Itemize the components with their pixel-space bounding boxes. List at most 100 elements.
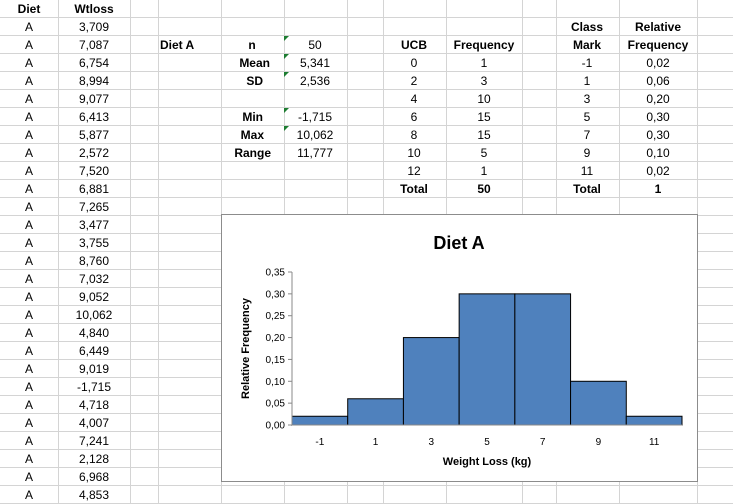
diet-cell[interactable]: A <box>24 200 33 214</box>
wtloss-cell[interactable]: 7,032 <box>78 272 110 286</box>
total-label[interactable]: Total <box>400 182 428 196</box>
sd-label[interactable]: SD <box>246 74 263 88</box>
diet-cell[interactable]: A <box>24 380 33 394</box>
relative-frequency-cell[interactable]: 0,10 <box>646 146 670 160</box>
diet-cell[interactable]: A <box>24 92 33 106</box>
relative-frequency-header-line1[interactable]: Relative <box>634 20 682 34</box>
relative-frequency-cell[interactable]: 0,30 <box>646 110 670 124</box>
class-mark-cell[interactable]: 3 <box>583 92 591 106</box>
error-indicator-icon[interactable] <box>284 36 289 41</box>
diet-cell[interactable]: A <box>24 236 33 250</box>
class-mark-cell[interactable]: -1 <box>581 56 593 70</box>
ucb-cell[interactable]: 8 <box>410 128 418 142</box>
frequency-header[interactable]: Frequency <box>453 38 515 52</box>
wtloss-cell[interactable]: -1,715 <box>76 380 112 394</box>
relative-frequency-cell[interactable]: 0,30 <box>646 128 670 142</box>
wtloss-cell[interactable]: 6,881 <box>78 182 110 196</box>
error-indicator-icon[interactable] <box>284 108 289 113</box>
wtloss-cell[interactable]: 6,754 <box>78 56 110 70</box>
wtloss-cell[interactable]: 6,413 <box>78 110 110 124</box>
class-mark-cell[interactable]: 1 <box>583 74 591 88</box>
class-mark-header-line2[interactable]: Mark <box>572 38 601 52</box>
wtloss-cell[interactable]: 9,077 <box>78 92 110 106</box>
diet-cell[interactable]: A <box>24 146 33 160</box>
wtloss-cell[interactable]: 2,572 <box>78 146 110 160</box>
relative-frequency-cell[interactable]: 0,06 <box>646 74 670 88</box>
class-mark-cell[interactable]: 5 <box>583 110 591 124</box>
ucb-cell[interactable]: 2 <box>410 74 418 88</box>
total-label-relative[interactable]: Total <box>573 182 601 196</box>
diet-cell[interactable]: A <box>24 254 33 268</box>
error-indicator-icon[interactable] <box>284 72 289 77</box>
n-label[interactable]: n <box>248 38 256 52</box>
diet-cell[interactable]: A <box>24 452 33 466</box>
wtloss-cell[interactable]: 2,128 <box>78 452 110 466</box>
wtloss-cell[interactable]: 6,968 <box>78 470 110 484</box>
frequency-cell[interactable]: 1 <box>480 56 488 70</box>
sd-value[interactable]: 2,536 <box>299 74 331 88</box>
class-mark-cell[interactable]: 11 <box>580 164 594 178</box>
error-indicator-icon[interactable] <box>284 126 289 131</box>
diet-cell[interactable]: A <box>24 110 33 124</box>
diet-cell[interactable]: A <box>24 164 33 178</box>
min-value[interactable]: -1,715 <box>297 110 333 124</box>
ucb-cell[interactable]: 0 <box>410 56 418 70</box>
diet-cell[interactable]: A <box>24 344 33 358</box>
frequency-cell[interactable]: 1 <box>480 164 488 178</box>
mean-value[interactable]: 5,341 <box>299 56 331 70</box>
wtloss-cell[interactable]: 10,062 <box>75 308 113 322</box>
column-header-wtloss[interactable]: Wtloss <box>74 2 114 16</box>
diet-cell[interactable]: A <box>24 128 33 142</box>
wtloss-cell[interactable]: 9,019 <box>78 362 110 376</box>
frequency-cell[interactable]: 10 <box>477 92 491 106</box>
range-value[interactable]: 11,777 <box>297 146 333 160</box>
ucb-cell[interactable]: 4 <box>410 92 418 106</box>
wtloss-cell[interactable]: 3,477 <box>78 218 110 232</box>
diet-cell[interactable]: A <box>24 308 33 322</box>
histogram-chart[interactable]: Diet A 0,00 0,05 0,10 0,15 0,20 0,25 0,30 0,35 -1… <box>221 214 698 482</box>
diet-cell[interactable]: A <box>24 38 33 52</box>
diet-cell[interactable]: A <box>24 272 33 286</box>
wtloss-cell[interactable]: 4,853 <box>78 488 110 502</box>
mean-label[interactable]: Mean <box>239 56 270 70</box>
wtloss-cell[interactable]: 8,994 <box>78 74 110 88</box>
wtloss-cell[interactable]: 3,755 <box>78 236 110 250</box>
frequency-cell[interactable]: 5 <box>480 146 488 160</box>
frequency-cell[interactable]: 15 <box>477 110 491 124</box>
diet-cell[interactable]: A <box>24 488 33 502</box>
class-mark-cell[interactable]: 9 <box>583 146 591 160</box>
wtloss-cell[interactable]: 5,877 <box>78 128 110 142</box>
ucb-header[interactable]: UCB <box>401 38 427 52</box>
diet-cell[interactable]: A <box>24 362 33 376</box>
diet-cell[interactable]: A <box>24 398 33 412</box>
range-label[interactable]: Range <box>234 146 271 160</box>
wtloss-cell[interactable]: 7,265 <box>78 200 110 214</box>
wtloss-cell[interactable]: 4,718 <box>78 398 110 412</box>
frequency-cell[interactable]: 15 <box>477 128 491 142</box>
frequency-cell[interactable]: 3 <box>480 74 488 88</box>
diet-cell[interactable]: A <box>24 434 33 448</box>
wtloss-cell[interactable]: 7,241 <box>78 434 110 448</box>
diet-cell[interactable]: A <box>24 74 33 88</box>
diet-cell[interactable]: A <box>24 470 33 484</box>
wtloss-cell[interactable]: 6,449 <box>78 344 110 358</box>
diet-cell[interactable]: A <box>24 290 33 304</box>
error-indicator-icon[interactable] <box>284 54 289 59</box>
class-mark-header-line1[interactable]: Class <box>570 20 604 34</box>
diet-cell[interactable]: A <box>24 416 33 430</box>
relative-frequency-header-line2[interactable]: Frequency <box>627 38 689 52</box>
diet-cell[interactable]: A <box>24 182 33 196</box>
relative-frequency-cell[interactable]: 0,02 <box>646 56 670 70</box>
wtloss-cell[interactable]: 3,709 <box>78 20 110 34</box>
group-label[interactable]: Diet A <box>160 38 195 52</box>
ucb-cell[interactable]: 6 <box>410 110 418 124</box>
relative-frequency-cell[interactable]: 0,02 <box>646 164 670 178</box>
diet-cell[interactable]: A <box>24 56 33 70</box>
wtloss-cell[interactable]: 4,840 <box>78 326 110 340</box>
wtloss-cell[interactable]: 9,052 <box>78 290 110 304</box>
class-mark-cell[interactable]: 7 <box>583 128 591 142</box>
max-label[interactable]: Max <box>240 128 264 142</box>
wtloss-cell[interactable]: 8,760 <box>78 254 110 268</box>
total-frequency[interactable]: 50 <box>477 182 491 196</box>
diet-cell[interactable]: A <box>24 218 33 232</box>
